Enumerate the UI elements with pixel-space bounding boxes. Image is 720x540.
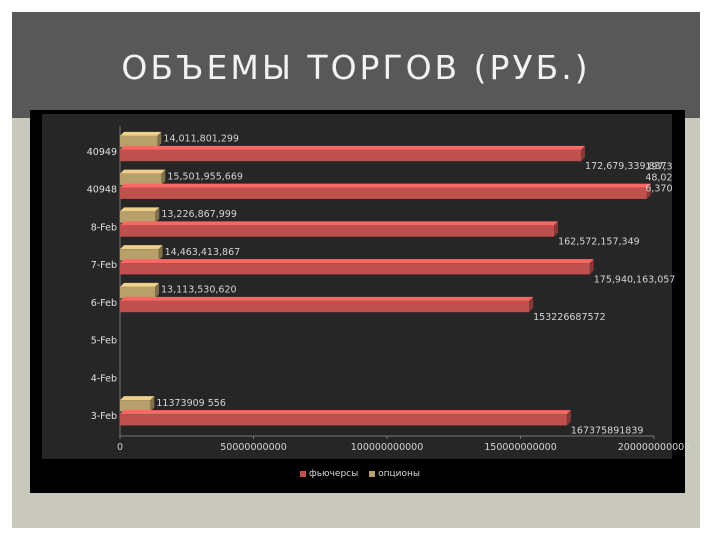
legend-item-futures: фьючерсы [300, 469, 358, 479]
options-bar-side [161, 169, 166, 185]
options-bar-top [120, 169, 166, 174]
futures-bar-top [120, 145, 586, 150]
futures-bar-top [120, 259, 594, 264]
futures-bar-side [554, 221, 559, 237]
futures-value-label: 197,3 [645, 162, 672, 173]
options-value-label: 13,226,867,999 [161, 209, 237, 220]
options-bar [120, 135, 158, 148]
futures-bar-side [581, 145, 586, 162]
options-bar-side [155, 207, 160, 223]
futures-value-label: 153226687572 [533, 312, 606, 323]
options-bar-side [150, 396, 155, 412]
category-label: 8-Feb [91, 222, 117, 233]
futures-value-label: 6,370 [645, 184, 672, 195]
futures-bar-top [120, 221, 559, 226]
futures-bar-side [529, 296, 534, 313]
x-tick-label: 200000000000 [618, 442, 691, 453]
futures-bar-side [566, 410, 571, 426]
futures-bar [120, 414, 567, 426]
x-tick-label: 100000000000 [351, 442, 424, 453]
legend-swatch-options [369, 471, 376, 477]
futures-value-label: 175,940,163,057 [594, 274, 676, 285]
category-label: 4-Feb [91, 373, 117, 384]
category-label: 5-Feb [91, 336, 117, 347]
legend-label-options: опционы [378, 469, 420, 479]
options-bar-side [158, 245, 163, 261]
options-bar [120, 211, 156, 223]
futures-value-label: 167375891839 [571, 425, 644, 436]
options-bar-top [120, 396, 155, 401]
category-label: 3-Feb [91, 411, 117, 422]
x-tick-label: 0 [117, 442, 123, 453]
category-label: 40948 [87, 185, 117, 196]
legend-label-futures: фьючерсы [309, 469, 359, 479]
options-bar-side [155, 282, 160, 299]
options-bar-top [120, 245, 163, 250]
options-bar [120, 286, 156, 299]
options-bar-top [120, 131, 162, 136]
futures-bar-side [589, 259, 594, 275]
futures-bar [120, 263, 590, 275]
futures-bar [120, 225, 555, 237]
legend-swatch-futures [300, 471, 307, 477]
futures-value-label: 162,572,157,349 [558, 237, 640, 248]
options-value-label: 14,011,801,299 [163, 134, 239, 145]
futures-bar-top [120, 410, 571, 415]
title-band [12, 12, 700, 118]
options-bar [120, 173, 162, 185]
futures-bar [120, 149, 582, 162]
options-bar-side [157, 131, 162, 148]
futures-bar-top [120, 183, 651, 188]
options-bar [120, 400, 151, 412]
category-label: 6-Feb [91, 298, 117, 309]
options-bar-top [120, 282, 160, 287]
futures-value-label: 172,679,339,837 [585, 161, 667, 172]
options-value-label: 11373909 556 [156, 398, 226, 409]
category-label: 40949 [87, 147, 117, 158]
options-bar-top [120, 207, 160, 212]
futures-bar [120, 300, 530, 313]
options-value-label: 13,113,530,620 [161, 285, 237, 296]
options-value-label: 15,501,955,669 [167, 171, 243, 182]
futures-value-label: 48,02 [645, 173, 672, 184]
futures-bar-top [120, 296, 534, 301]
slide-title: ОБЪЕМЫ ТОРГОВ (РУБ.) [121, 48, 591, 87]
options-bar [120, 249, 159, 261]
chart-legend: фьючерсы опционы [0, 469, 720, 480]
futures-bar [120, 187, 647, 199]
legend-item-options: опционы [369, 469, 420, 479]
category-label: 7-Feb [91, 260, 117, 271]
futures-bar-side [646, 183, 651, 199]
options-value-label: 14,463,413,867 [165, 247, 241, 258]
x-tick-label: 150000000000 [484, 442, 557, 453]
x-tick-label: 50000000000 [220, 442, 287, 453]
